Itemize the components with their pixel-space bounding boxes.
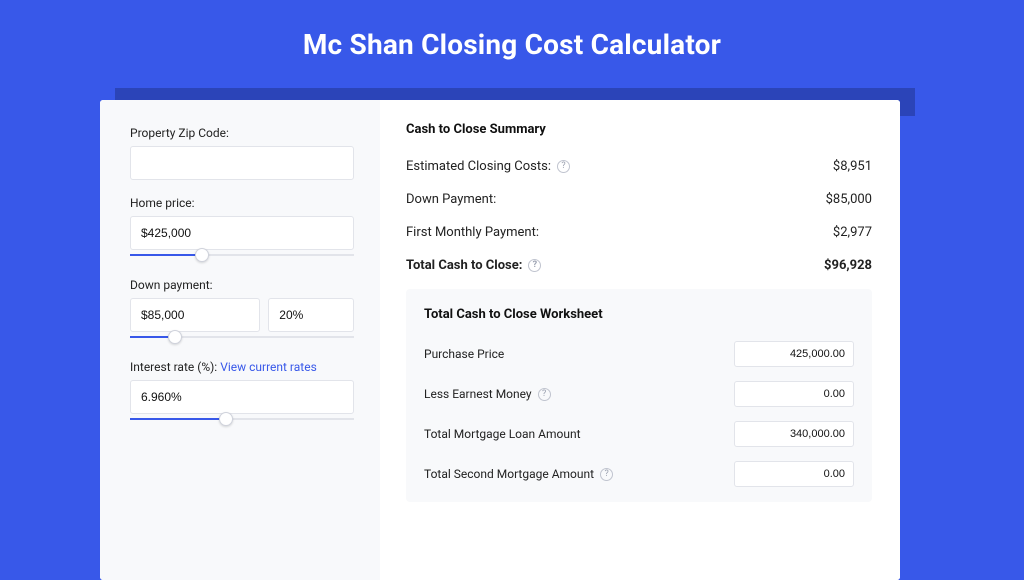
home-price-field-group: Home price: [130, 196, 354, 262]
worksheet-row-earnest-money: Less Earnest Money ? [424, 374, 854, 414]
summary-total-value: $96,928 [824, 258, 872, 273]
interest-label-text: Interest rate (%): [130, 360, 217, 374]
home-price-input[interactable] [130, 216, 354, 250]
interest-input[interactable] [130, 380, 354, 414]
summary-title: Cash to Close Summary [406, 122, 872, 137]
slider-thumb[interactable] [195, 248, 209, 262]
down-payment-slider[interactable] [130, 330, 354, 344]
interest-slider[interactable] [130, 412, 354, 426]
results-panel: Cash to Close Summary Estimated Closing … [380, 100, 900, 580]
page-title: Mc Shan Closing Cost Calculator [0, 0, 1024, 79]
worksheet-input-purchase-price[interactable] [734, 341, 854, 367]
help-icon[interactable]: ? [528, 259, 541, 272]
zip-input[interactable] [130, 146, 354, 180]
worksheet-row-second-mortgage: Total Second Mortgage Amount ? [424, 454, 854, 494]
summary-label: First Monthly Payment: [406, 225, 539, 240]
help-icon[interactable]: ? [600, 468, 613, 481]
worksheet-label: Total Mortgage Loan Amount [424, 427, 581, 441]
help-icon[interactable]: ? [557, 160, 570, 173]
summary-row-total: Total Cash to Close: ? $96,928 [406, 250, 872, 283]
summary-row-closing-costs: Estimated Closing Costs: ? $8,951 [406, 151, 872, 184]
summary-value: $85,000 [826, 192, 872, 207]
summary-row-down-payment: Down Payment: $85,000 [406, 184, 872, 217]
slider-thumb[interactable] [219, 412, 233, 426]
summary-value: $8,951 [833, 159, 872, 174]
summary-row-first-payment: First Monthly Payment: $2,977 [406, 217, 872, 250]
worksheet-title: Total Cash to Close Worksheet [424, 307, 854, 322]
help-icon[interactable]: ? [538, 388, 551, 401]
down-payment-pct-input[interactable] [268, 298, 354, 332]
worksheet-label: Less Earnest Money [424, 387, 532, 401]
summary-value: $2,977 [833, 225, 872, 240]
worksheet-row-mortgage-amount: Total Mortgage Loan Amount [424, 414, 854, 454]
home-price-slider[interactable] [130, 248, 354, 262]
worksheet-panel: Total Cash to Close Worksheet Purchase P… [406, 289, 872, 502]
zip-field-group: Property Zip Code: [130, 126, 354, 180]
interest-label: Interest rate (%): View current rates [130, 360, 354, 374]
down-payment-field-group: Down payment: [130, 278, 354, 344]
interest-field-group: Interest rate (%): View current rates [130, 360, 354, 426]
worksheet-input-earnest-money[interactable] [734, 381, 854, 407]
slider-fill [130, 254, 202, 256]
slider-fill [130, 418, 226, 420]
summary-total-label: Total Cash to Close: [406, 258, 522, 273]
down-payment-label: Down payment: [130, 278, 354, 292]
worksheet-input-mortgage-amount[interactable] [734, 421, 854, 447]
inputs-panel: Property Zip Code: Home price: Down paym… [100, 100, 380, 580]
slider-thumb[interactable] [168, 330, 182, 344]
down-payment-input[interactable] [130, 298, 260, 332]
worksheet-label: Total Second Mortgage Amount [424, 467, 594, 481]
view-rates-link[interactable]: View current rates [220, 360, 317, 374]
worksheet-input-second-mortgage[interactable] [734, 461, 854, 487]
zip-label: Property Zip Code: [130, 126, 354, 140]
home-price-label: Home price: [130, 196, 354, 210]
calculator-card: Property Zip Code: Home price: Down paym… [100, 100, 900, 580]
summary-label: Down Payment: [406, 192, 496, 207]
worksheet-label: Purchase Price [424, 347, 504, 361]
worksheet-row-purchase-price: Purchase Price [424, 334, 854, 374]
summary-label: Estimated Closing Costs: [406, 159, 551, 174]
